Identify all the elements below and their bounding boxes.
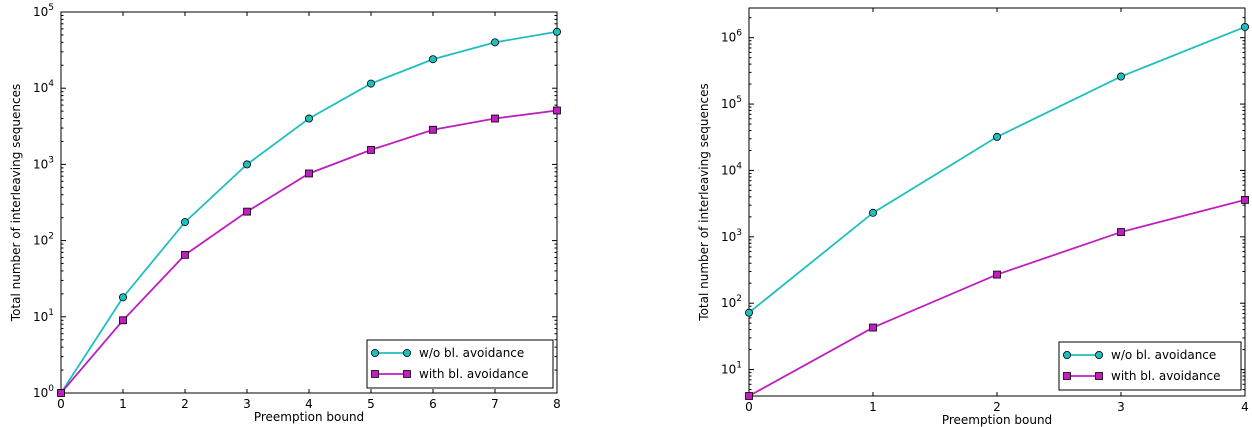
data-point	[119, 316, 127, 325]
x-tick-label: 4	[305, 397, 313, 411]
legend-marker	[1095, 350, 1104, 359]
chart-2: 0 1 2 3 4 101 102 103 104 105 106 Preemption bound T…	[697, 7, 1250, 427]
y-tick-label: 100	[33, 384, 54, 400]
legend-marker	[1095, 372, 1103, 380]
legend: w/o bl. avoidance with bl. avoidance	[366, 339, 554, 389]
data-point	[491, 114, 499, 123]
x-tick-label: 1	[869, 400, 877, 414]
x-axis-title: Preemption bound	[254, 410, 364, 424]
data-point	[428, 55, 437, 64]
legend-marker	[1063, 372, 1071, 380]
y-tick-label: 103	[33, 155, 54, 171]
series-1	[57, 27, 562, 397]
legend-box	[1058, 341, 1242, 391]
data-point	[490, 38, 499, 47]
legend-box	[366, 339, 554, 389]
x-tick-label: 7	[491, 397, 499, 411]
x-tick-label: 0	[745, 400, 753, 414]
data-point	[119, 293, 128, 302]
x-axis-title: Preemption bound	[942, 413, 1052, 427]
x-tick-label: 5	[367, 397, 375, 411]
series-2	[57, 106, 561, 397]
data-point	[1241, 22, 1250, 31]
legend-marker	[402, 348, 411, 357]
legend-label: w/o bl. avoidance	[1111, 348, 1216, 362]
series-line	[748, 26, 1246, 314]
data-point	[745, 392, 753, 400]
legend-marker	[370, 348, 379, 357]
y-tick-label: 106	[721, 29, 742, 45]
data-point	[745, 308, 754, 317]
data-point	[367, 145, 375, 154]
x-tick-label: 8	[553, 397, 561, 411]
legend-marker	[371, 370, 379, 378]
data-point	[869, 323, 877, 332]
data-point	[429, 125, 437, 134]
legend-label: with bl. avoidance	[1111, 369, 1221, 383]
data-point	[993, 270, 1001, 279]
legend-marker	[1063, 350, 1072, 359]
x-tick-label: 2	[181, 397, 189, 411]
data-point	[366, 79, 375, 88]
data-point	[242, 160, 251, 169]
y-tick-label: 102	[721, 294, 742, 310]
plot-frame	[748, 7, 1246, 397]
data-point	[180, 218, 189, 227]
data-point	[57, 389, 65, 397]
x-tick-label: 6	[429, 397, 437, 411]
legend-label: with bl. avoidance	[419, 367, 529, 381]
data-point	[553, 27, 562, 36]
legend: w/o bl. avoidance with bl. avoidance	[1058, 341, 1242, 391]
plot-frame	[60, 11, 558, 394]
y-axis-title: Total number of interleaving sequences	[9, 84, 23, 322]
legend-label: w/o bl. avoidance	[419, 346, 524, 360]
data-point	[993, 132, 1002, 141]
data-point	[869, 208, 878, 217]
series-2	[745, 195, 1249, 400]
y-tick-label: 104	[721, 161, 742, 177]
chart-1: 0 1 2 3 4 5 6 7 8 100 101 102 103 104 105 Preemption bo…	[9, 3, 562, 424]
y-tick-label: 103	[721, 228, 742, 244]
data-point	[553, 106, 561, 115]
y-tick-label: 101	[721, 361, 742, 377]
series-1	[745, 22, 1250, 317]
series-line	[60, 30, 558, 394]
y-tick-label: 105	[721, 95, 742, 111]
y-axis-title: Total number of interleaving sequences	[697, 83, 711, 321]
y-tick-label: 104	[33, 79, 54, 95]
x-tick-label: 2	[993, 400, 1001, 414]
data-point	[243, 207, 251, 216]
data-point	[304, 114, 313, 123]
x-tick-label: 3	[243, 397, 251, 411]
y-tick-label: 105	[33, 3, 54, 19]
data-point	[1241, 195, 1249, 204]
y-tick-label: 102	[33, 232, 54, 248]
data-point	[1117, 72, 1126, 81]
legend-marker	[403, 370, 411, 378]
x-tick-label: 4	[1241, 400, 1249, 414]
x-tick-label: 0	[57, 397, 65, 411]
data-point	[1117, 228, 1125, 236]
data-point	[305, 169, 313, 178]
y-tick-label: 101	[33, 308, 54, 324]
data-point	[181, 250, 189, 259]
x-tick-label: 1	[119, 397, 127, 411]
x-tick-label: 3	[1117, 400, 1125, 414]
